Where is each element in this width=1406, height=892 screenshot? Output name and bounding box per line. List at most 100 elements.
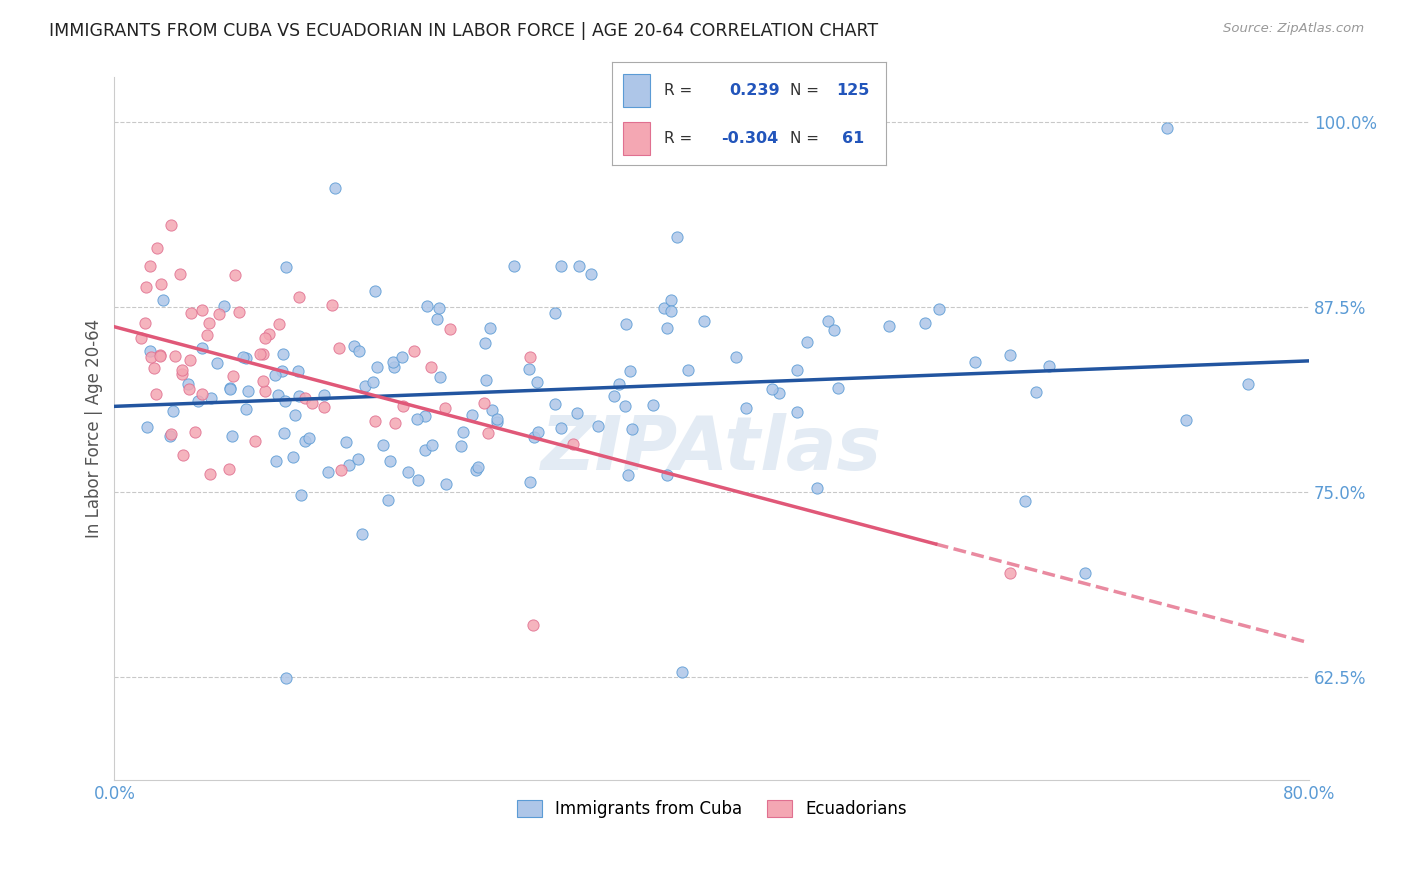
Point <box>413 442 436 457</box>
Point <box>998 348 1021 362</box>
Point <box>415 409 437 423</box>
Point <box>382 359 405 374</box>
Point <box>288 290 311 304</box>
Point <box>172 368 194 382</box>
Point <box>526 425 548 439</box>
Point <box>335 435 357 450</box>
Point <box>222 369 245 384</box>
Point <box>314 401 336 415</box>
Point <box>321 298 343 312</box>
Point <box>330 463 353 477</box>
Point <box>190 387 212 401</box>
Point <box>678 363 700 377</box>
Point <box>198 316 221 330</box>
Point <box>519 351 541 365</box>
Text: R =: R = <box>664 131 692 146</box>
Point <box>614 399 637 413</box>
Point <box>420 437 443 451</box>
Point <box>472 396 495 410</box>
Point <box>212 300 235 314</box>
Point <box>328 341 350 355</box>
Point <box>238 384 260 398</box>
Point <box>200 391 222 405</box>
Point <box>434 476 457 491</box>
Point <box>169 267 191 281</box>
Point <box>586 419 609 434</box>
Point <box>264 368 287 382</box>
Point <box>294 434 316 448</box>
Point <box>180 305 202 319</box>
Point <box>363 285 385 299</box>
Point <box>139 259 162 273</box>
Point <box>565 406 588 420</box>
Point <box>692 314 714 328</box>
Point <box>316 465 339 479</box>
Legend: Immigrants from Cuba, Ecuadorians: Immigrants from Cuba, Ecuadorians <box>510 793 914 825</box>
Point <box>177 377 200 392</box>
Point <box>406 412 429 426</box>
Bar <box>623 74 650 106</box>
Point <box>235 401 257 416</box>
Point <box>290 488 312 502</box>
Point <box>165 349 187 363</box>
Point <box>274 260 297 275</box>
Point <box>377 493 399 508</box>
Point <box>550 421 572 435</box>
Point <box>273 346 295 360</box>
Point <box>544 397 567 411</box>
Point <box>139 343 162 358</box>
Point <box>232 350 254 364</box>
Point <box>195 327 218 342</box>
Point <box>522 618 544 632</box>
Text: ZIPAtlas: ZIPAtlas <box>541 414 883 486</box>
Point <box>134 316 156 330</box>
Point <box>928 302 950 317</box>
Text: -0.304: -0.304 <box>721 131 779 146</box>
Point <box>131 331 153 345</box>
Point <box>429 370 451 384</box>
Text: 0.239: 0.239 <box>730 83 780 97</box>
Point <box>657 321 679 335</box>
Point <box>139 351 162 365</box>
Point <box>464 463 486 477</box>
Point <box>486 415 509 429</box>
Point <box>965 355 987 369</box>
Point <box>160 219 183 233</box>
Point <box>150 277 173 292</box>
Point <box>224 268 246 283</box>
Point <box>198 467 221 481</box>
Point <box>170 363 193 377</box>
Point <box>391 399 413 413</box>
Point <box>219 382 242 396</box>
Point <box>346 451 368 466</box>
Y-axis label: In Labor Force | Age 20-64: In Labor Force | Age 20-64 <box>86 319 103 539</box>
Point <box>786 363 808 377</box>
Point <box>806 482 828 496</box>
Point <box>827 381 849 395</box>
Point <box>276 671 298 685</box>
Point <box>380 454 402 468</box>
Text: N =: N = <box>790 131 818 146</box>
Point <box>349 343 371 358</box>
Point <box>366 359 388 374</box>
Point <box>823 323 845 337</box>
Point <box>273 425 295 440</box>
Point <box>361 375 384 389</box>
Point <box>568 259 591 273</box>
Point <box>523 430 546 444</box>
Point <box>371 438 394 452</box>
Point <box>450 439 472 453</box>
Text: 125: 125 <box>837 83 870 97</box>
Point <box>427 301 450 315</box>
Point <box>343 339 366 353</box>
Text: 61: 61 <box>842 131 865 146</box>
Point <box>384 417 406 431</box>
Point <box>453 425 475 440</box>
Point <box>249 347 271 361</box>
Point <box>477 426 499 441</box>
Point <box>254 331 277 345</box>
Point <box>619 364 641 378</box>
Point <box>142 361 165 376</box>
Point <box>724 350 747 364</box>
Point <box>1000 566 1022 581</box>
